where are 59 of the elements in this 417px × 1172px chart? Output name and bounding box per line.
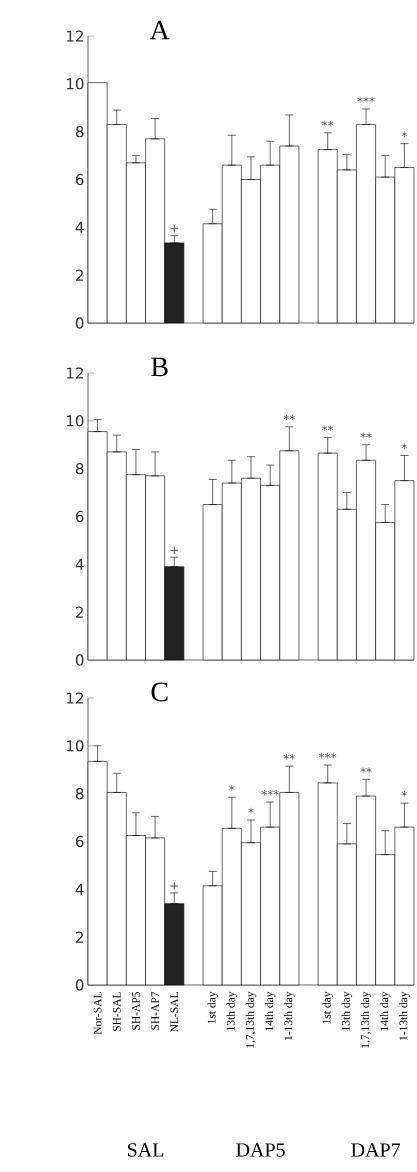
data-label: + [170,546,179,554]
x-tick-label: 14th day [379,991,391,1031]
x-tick-label: SH-AP7 [151,991,159,1030]
y-tick-label: 0 [75,317,84,329]
text: SAL [127,1143,164,1157]
y-tick-label: 8 [75,462,84,475]
data-label: *** [319,752,337,759]
x-tick-label: NL-SAL [170,992,179,1033]
data-label: * [401,443,408,449]
x-tick-label: 1st day [322,991,333,1024]
x-tick-label: 1-13th day [284,991,295,1041]
y-tick-label: 10 [67,78,84,90]
x-tick-label: 1st day [207,991,218,1024]
data-label: *** [357,96,375,103]
y-tick-label: 0 [75,654,84,666]
x-tick-label: 13th day [341,991,353,1031]
data-label: ** [322,120,334,127]
x-tick-label: 1,7,13th day [360,991,372,1048]
data-label: * [401,791,408,797]
y-tick-label: 2 [76,269,83,281]
data-label: * [248,807,254,814]
y-tick-label: 2 [76,931,83,943]
data-label: * [229,785,235,791]
chart-title: C [151,682,168,702]
y-tick-label: 12 [67,30,83,42]
x-tick-label: Nor-SAL [93,992,102,1035]
data-label: *** [261,789,279,796]
y-tick-label: 12 [67,692,83,704]
y-tick-label: 6 [75,835,84,848]
data-label: ** [360,432,372,439]
x-tick-label: 1,7,13th day [245,991,257,1048]
y-tick-label: 0 [75,979,84,991]
y-tick-label: 2 [76,606,83,618]
x-tick-label: 13th day [226,991,238,1031]
data-label: ** [283,754,295,760]
data-label: + [170,224,179,233]
y-tick-label: 4 [75,221,84,233]
y-tick-label: 10 [67,740,84,752]
data-label: + [170,882,179,890]
y-tick-label: 6 [75,173,84,186]
x-tick-label: SH-SAL [112,992,121,1032]
x-tick-label: SH-AP5 [132,991,140,1030]
chart-title: A [149,20,170,40]
y-tick-label: 6 [75,510,84,523]
y-tick-label: 4 [75,558,84,570]
data-label: ** [360,767,372,773]
text: DAP7 [351,1143,401,1157]
y-tick-label: 4 [75,883,84,895]
data-label: ** [283,414,295,421]
text: DAP5 [236,1143,285,1157]
y-tick-label: 8 [75,125,84,138]
x-tick-label: 14th day [264,991,276,1031]
x-tick-label: 1-13th day [399,991,410,1041]
y-tick-label: 8 [75,787,84,800]
data-label: * [401,131,408,137]
y-tick-label: 10 [67,415,84,427]
data-label: ** [322,425,334,431]
chart-title: B [151,357,168,377]
y-tick-label: 12 [67,367,83,379]
